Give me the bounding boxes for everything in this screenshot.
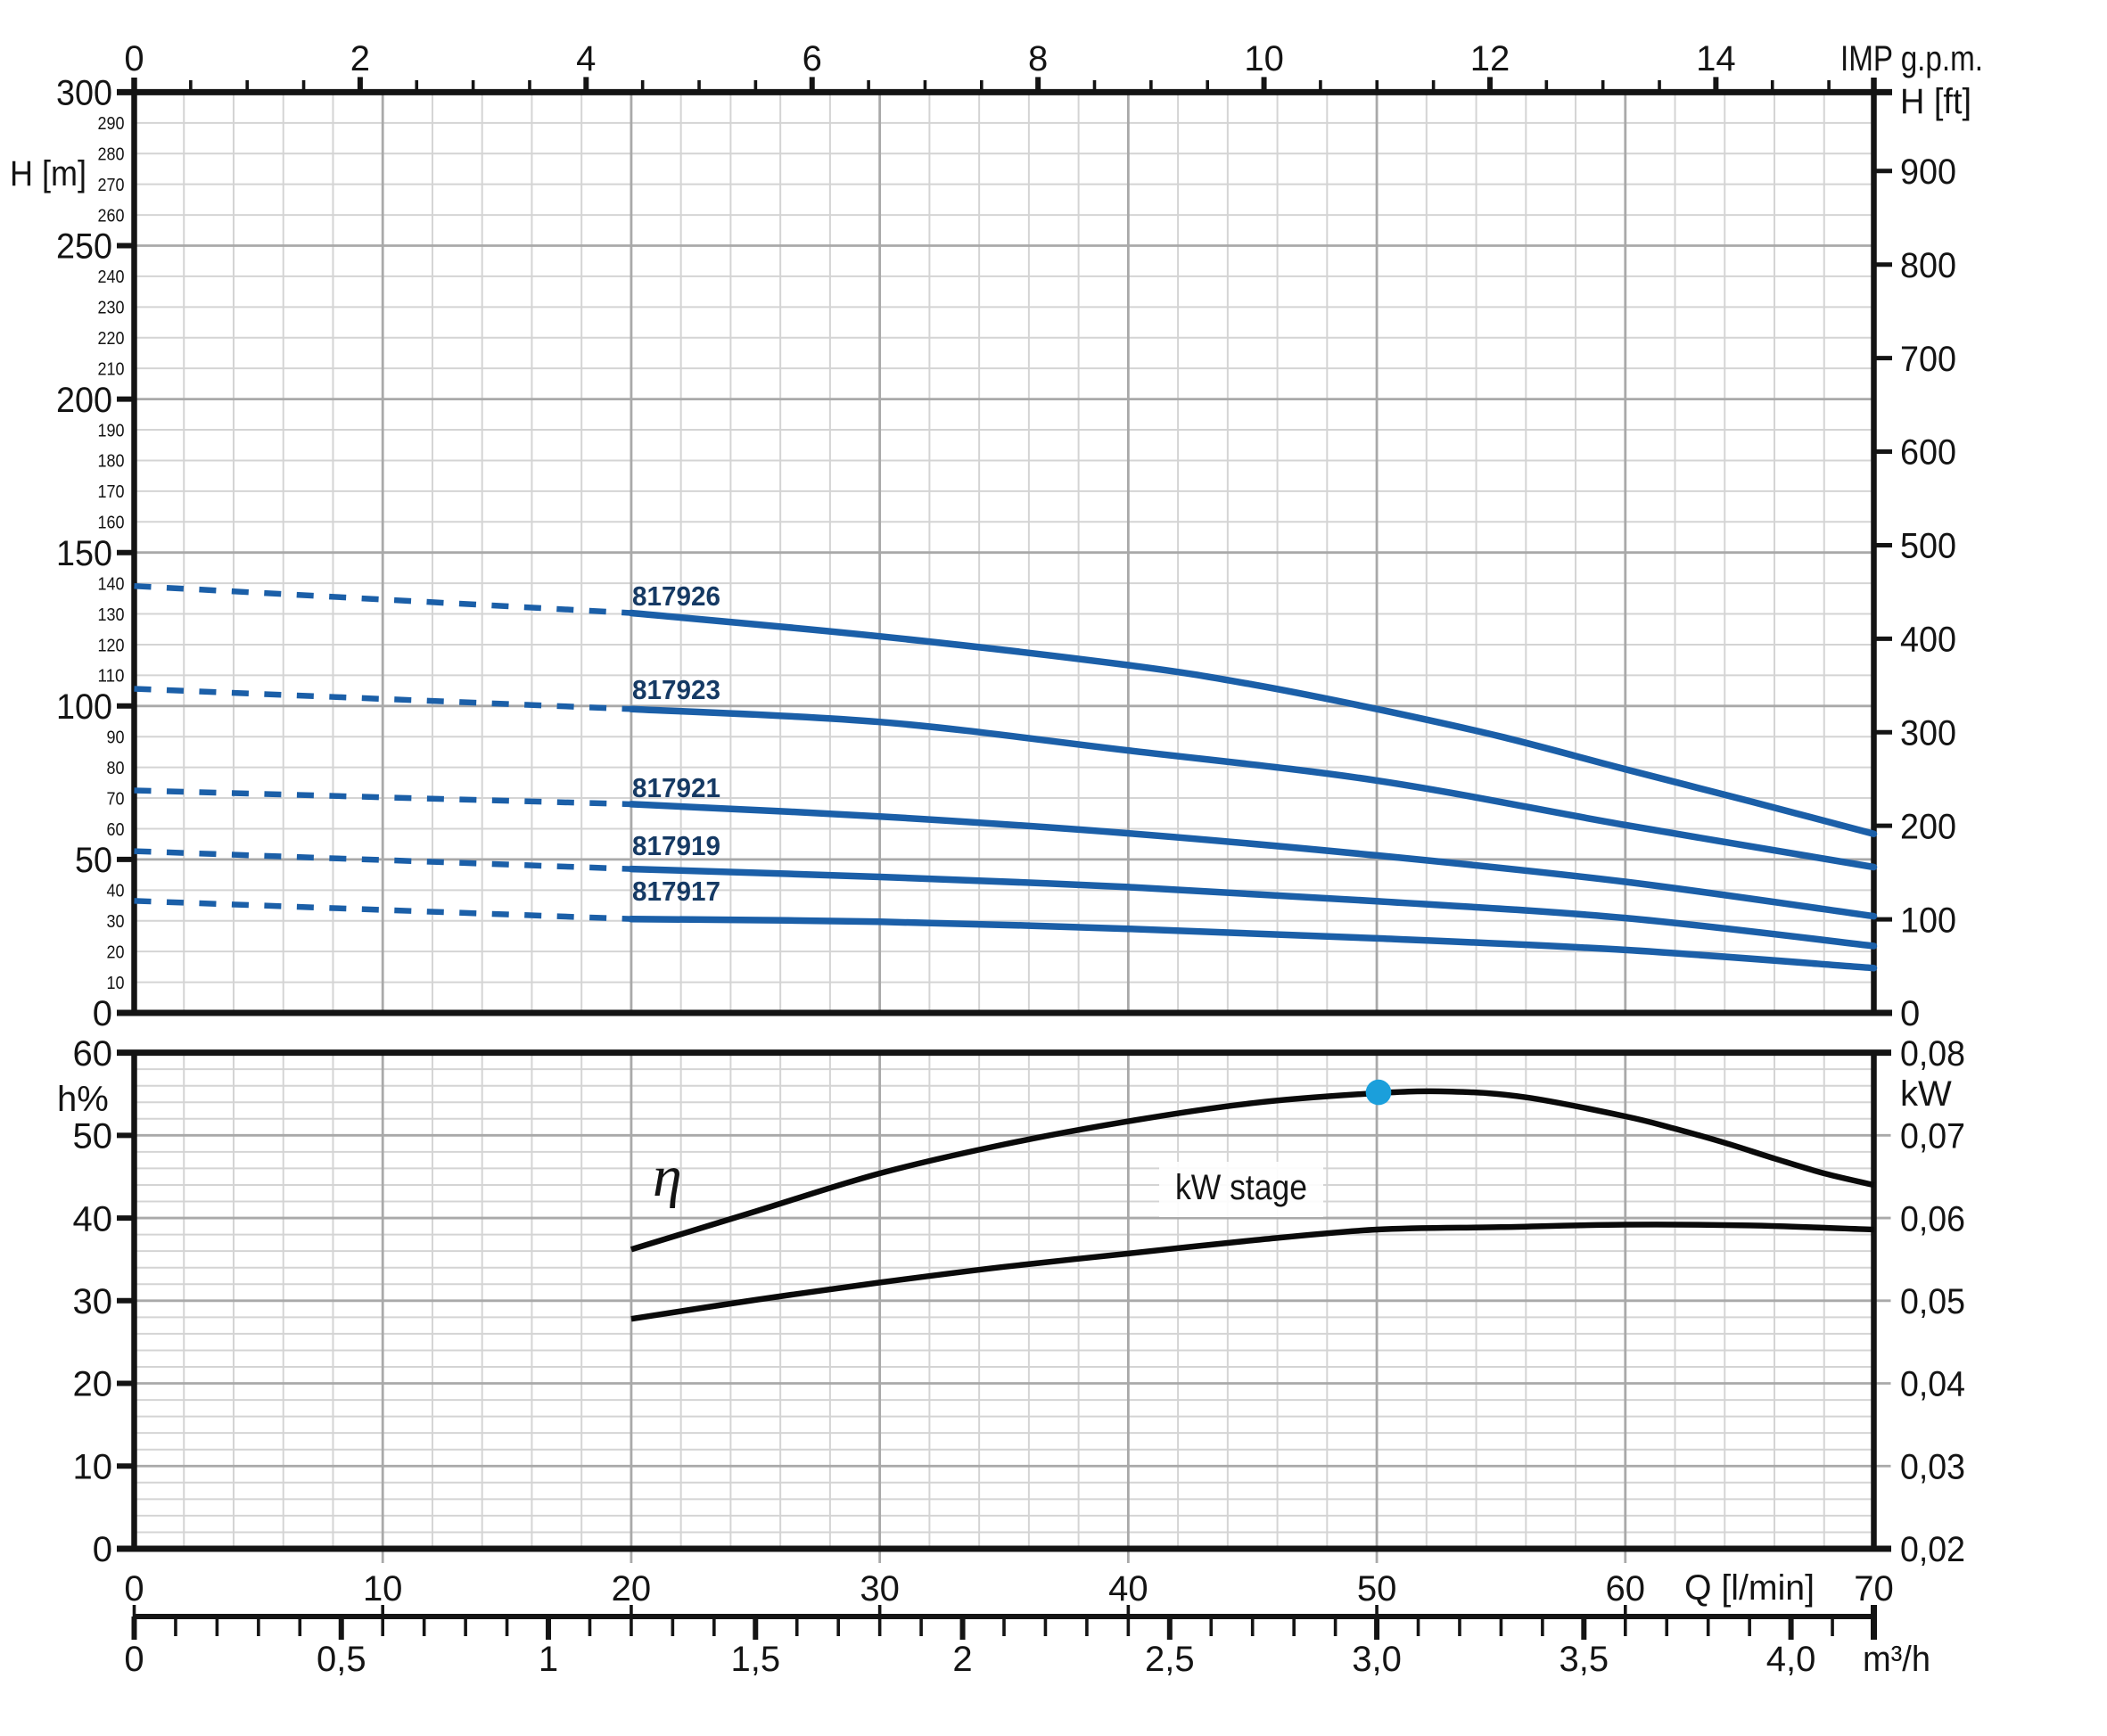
svg-text:190: 190 (98, 421, 125, 440)
svg-text:Q [l/min]: Q [l/min] (1684, 1568, 1815, 1608)
svg-text:0: 0 (124, 39, 144, 78)
svg-text:817923: 817923 (632, 674, 720, 705)
svg-text:3,5: 3,5 (1559, 1640, 1609, 1679)
svg-text:40: 40 (73, 1199, 113, 1238)
svg-text:60: 60 (1606, 1569, 1646, 1608)
svg-text:0: 0 (124, 1640, 144, 1679)
svg-text:20: 20 (612, 1569, 652, 1608)
svg-text:0: 0 (93, 1530, 112, 1569)
svg-text:4,0: 4,0 (1766, 1640, 1816, 1679)
svg-text:180: 180 (98, 452, 125, 472)
svg-text:600: 600 (1900, 433, 1956, 473)
svg-text:817917: 817917 (632, 876, 720, 907)
svg-text:40: 40 (107, 882, 125, 901)
svg-text:70: 70 (1854, 1569, 1894, 1608)
svg-text:0: 0 (1900, 994, 1920, 1033)
svg-text:30: 30 (107, 912, 125, 932)
svg-text:2: 2 (350, 39, 370, 78)
svg-text:80: 80 (107, 759, 125, 778)
svg-text:60: 60 (107, 820, 125, 840)
svg-text:3,0: 3,0 (1352, 1640, 1402, 1679)
svg-text:10: 10 (107, 974, 125, 993)
svg-text:100: 100 (56, 687, 112, 727)
svg-text:40: 40 (1108, 1569, 1148, 1608)
svg-text:2: 2 (952, 1640, 972, 1679)
svg-text:170: 170 (98, 482, 125, 502)
svg-text:230: 230 (98, 299, 125, 318)
svg-text:210: 210 (98, 360, 125, 380)
svg-text:1: 1 (539, 1640, 558, 1679)
svg-text:0,02: 0,02 (1900, 1530, 1965, 1569)
svg-text:30: 30 (860, 1569, 900, 1608)
svg-text:H [m]: H [m] (10, 154, 86, 193)
svg-text:IMP g.p.m.: IMP g.p.m. (1840, 39, 1983, 78)
svg-text:4: 4 (576, 39, 596, 78)
svg-text:0,05: 0,05 (1900, 1282, 1965, 1321)
svg-text:0: 0 (124, 1569, 144, 1608)
svg-text:800: 800 (1900, 246, 1956, 285)
svg-text:10: 10 (1244, 39, 1284, 78)
svg-text:0,03: 0,03 (1900, 1448, 1965, 1487)
svg-text:140: 140 (98, 574, 125, 594)
svg-text:817919: 817919 (632, 830, 720, 861)
svg-text:50: 50 (1357, 1569, 1397, 1608)
svg-text:100: 100 (1900, 901, 1956, 940)
svg-text:m³/h: m³/h (1863, 1640, 1930, 1679)
svg-text:0,06: 0,06 (1900, 1199, 1965, 1238)
svg-text:8: 8 (1028, 39, 1048, 78)
svg-text:kW: kW (1900, 1074, 1952, 1114)
svg-text:817921: 817921 (632, 772, 720, 803)
svg-text:240: 240 (98, 267, 125, 287)
svg-text:2,5: 2,5 (1145, 1640, 1195, 1679)
svg-text:150: 150 (56, 534, 112, 573)
svg-text:0,5: 0,5 (317, 1640, 366, 1679)
svg-text:270: 270 (98, 176, 125, 195)
svg-text:50: 50 (73, 1117, 113, 1156)
svg-text:200: 200 (56, 381, 112, 420)
svg-text:η: η (653, 1144, 682, 1209)
svg-text:400: 400 (1900, 621, 1956, 660)
svg-text:280: 280 (98, 145, 125, 165)
svg-text:300: 300 (1900, 714, 1956, 753)
svg-text:10: 10 (363, 1569, 403, 1608)
svg-text:20: 20 (73, 1365, 113, 1404)
svg-text:260: 260 (98, 206, 125, 226)
svg-text:500: 500 (1900, 527, 1956, 566)
svg-text:817926: 817926 (632, 580, 720, 612)
svg-text:220: 220 (98, 329, 125, 349)
svg-text:0,08: 0,08 (1900, 1034, 1965, 1074)
svg-text:60: 60 (73, 1034, 113, 1074)
svg-text:0,07: 0,07 (1900, 1117, 1965, 1156)
svg-text:120: 120 (98, 636, 125, 655)
svg-text:h%: h% (57, 1080, 109, 1119)
svg-text:70: 70 (107, 789, 125, 809)
svg-text:10: 10 (73, 1448, 113, 1487)
svg-text:110: 110 (98, 667, 125, 687)
svg-text:0: 0 (93, 994, 112, 1033)
svg-text:700: 700 (1900, 340, 1956, 379)
svg-text:1,5: 1,5 (730, 1640, 780, 1679)
svg-text:290: 290 (98, 114, 125, 134)
svg-text:12: 12 (1470, 39, 1510, 78)
svg-text:160: 160 (98, 514, 125, 533)
svg-text:900: 900 (1900, 152, 1956, 192)
svg-text:250: 250 (56, 227, 112, 267)
svg-text:20: 20 (107, 943, 125, 963)
svg-text:300: 300 (56, 74, 112, 113)
svg-text:H [ft]: H [ft] (1900, 82, 1971, 121)
svg-text:0,04: 0,04 (1900, 1365, 1965, 1404)
svg-text:200: 200 (1900, 807, 1956, 846)
svg-text:50: 50 (75, 841, 112, 880)
svg-text:6: 6 (802, 39, 822, 78)
svg-text:90: 90 (107, 728, 125, 748)
svg-text:30: 30 (73, 1282, 113, 1321)
svg-text:14: 14 (1696, 39, 1736, 78)
svg-text:130: 130 (98, 605, 125, 625)
svg-text:kW stage: kW stage (1175, 1168, 1307, 1207)
